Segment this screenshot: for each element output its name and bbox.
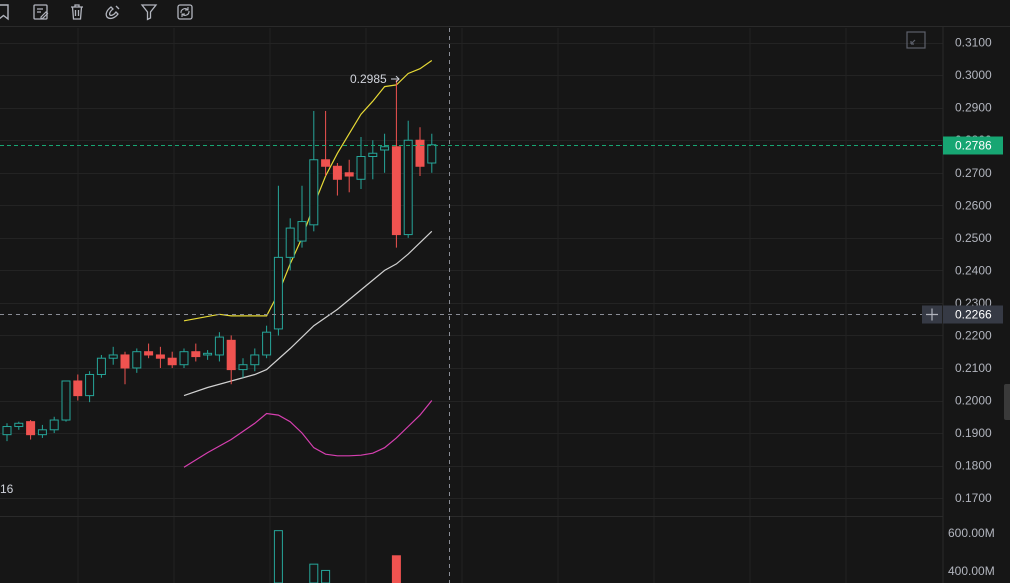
price-tick-label: 0.1900 [955,426,992,440]
edit-list-icon[interactable] [32,3,52,21]
bookmark-icon[interactable] [0,3,16,21]
candle-body [144,351,154,356]
candle-body [285,227,295,258]
candle-body [344,172,354,177]
price-axis: 0.31000.30000.29000.28000.27000.26000.25… [955,36,992,505]
expand-icon[interactable] [906,31,926,49]
price-tick-label: 0.2400 [955,263,992,277]
candle-body [273,256,283,330]
candle-body [203,352,213,356]
sync-icon[interactable] [176,3,196,21]
candle-body [321,159,331,167]
trash-icon[interactable] [68,3,88,21]
drawing-toolbar [0,0,1010,26]
candle-body [108,354,118,359]
candle-body [391,146,401,236]
volume-bar [309,563,319,583]
candle-body [250,354,260,366]
candle-body [85,373,95,397]
current-price-label: 0.2786 [955,139,992,153]
volume-axis: 600.00M 400.00M [948,526,995,578]
candle-body [368,152,378,158]
ma-short-line [183,60,433,322]
price-tick-label: 0.2000 [955,394,992,408]
candle-body [155,354,165,359]
candle-body [26,421,36,436]
price-tick-label: 0.2500 [955,231,992,245]
chart-grid [0,28,943,583]
price-tick-label: 0.3100 [955,36,992,50]
price-tick-label: 0.1800 [955,459,992,473]
price-tick-label: 0.2700 [955,166,992,180]
candle-body [73,380,83,397]
candle-body [297,221,307,242]
volume-tick-label: 600.00M [948,526,995,540]
candle-body [61,380,71,421]
candle-body [356,156,366,180]
candle-body [191,351,201,358]
plus-icon [926,308,938,321]
candle-body [14,422,24,428]
magnet-icon[interactable] [104,3,124,21]
price-tick-label: 0.1700 [955,491,992,505]
candles [2,80,437,442]
candle-body [132,351,142,369]
candle-body [179,351,189,366]
volume-tick-label: 400.00M [948,564,995,578]
price-tick-label: 0.3000 [955,68,992,82]
arrow-right-icon [391,75,400,83]
candle-body [167,357,177,366]
volume-bar [273,530,283,583]
candle-body [309,159,319,226]
volume-bars [273,530,401,583]
overlays: 0.2786 0.2266 0.2985 16 [0,28,1003,583]
side-panel-handle[interactable] [1004,384,1010,420]
candle-body [427,144,437,164]
current-price-tag [943,136,1003,155]
candle-body [238,364,248,371]
indicator-value-label: 16 [0,482,14,496]
candle-body [332,165,342,180]
filter-icon[interactable] [140,3,160,21]
candle-body [226,339,236,371]
candle-body [37,429,47,436]
candle-body [262,331,272,356]
candle-body [120,354,130,369]
candle-body [380,146,390,151]
volume-bar [321,569,331,583]
volume-bar [391,555,401,583]
candle-body [96,357,106,375]
candle-body [403,139,413,236]
price-tick-label: 0.2200 [955,328,992,342]
candle-body [415,139,425,167]
price-tick-label: 0.2600 [955,198,992,212]
candle-body [2,426,12,436]
price-tick-label: 0.2100 [955,361,992,375]
indicator-line [183,400,433,468]
price-tick-label: 0.2900 [955,101,992,115]
candle-body [49,419,59,431]
high-annotation-label: 0.2985 [350,72,387,86]
crosshair-price-label: 0.2266 [955,308,992,322]
candle-body [214,336,224,356]
crosshair-price-tag [943,305,1003,324]
